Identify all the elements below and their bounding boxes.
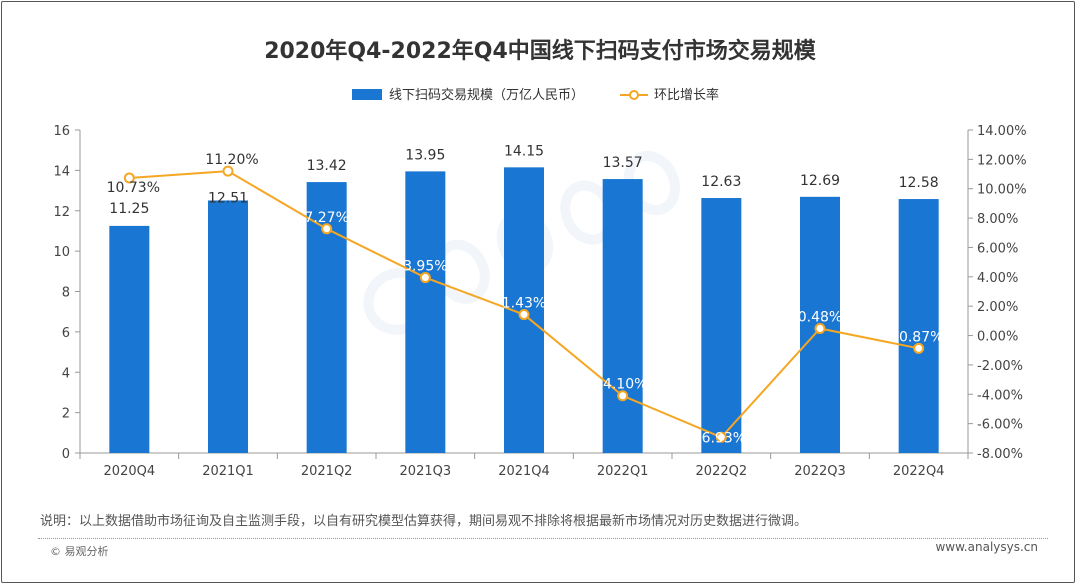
bar-value-label: 12.69 — [800, 173, 840, 189]
right-tick-label: 12.00% — [977, 153, 1027, 168]
growth-point — [321, 223, 333, 235]
x-tick-label: 2021Q1 — [202, 464, 254, 479]
legend-bar-swatch — [352, 89, 382, 100]
legend-bar-label: 线下扫码交易规模（万亿人民币） — [389, 87, 584, 103]
growth-value-label: 10.73% — [107, 180, 160, 196]
legend-line-label: 环比增长率 — [654, 87, 719, 103]
growth-point — [715, 431, 727, 443]
right-tick-label: 10.00% — [977, 183, 1027, 198]
right-tick-label: 2.00% — [977, 300, 1018, 315]
right-tick-label: 6.00% — [977, 241, 1018, 256]
bar-value-label: 12.58 — [899, 175, 939, 191]
bar-value-label: 13.57 — [603, 155, 643, 171]
chart-title: 2020年Q4-2022年Q4中国线下扫码支付市场交易规模 — [264, 38, 817, 64]
bar — [109, 225, 150, 453]
left-tick-label: 4 — [62, 366, 70, 381]
growth-point — [913, 342, 925, 354]
x-tick-label: 2020Q4 — [104, 464, 156, 479]
left-tick-label: 8 — [62, 286, 70, 301]
bar — [898, 199, 939, 453]
bar-value-label: 13.42 — [307, 158, 347, 174]
left-tick-label: 16 — [53, 124, 70, 139]
right-tick-label: 8.00% — [977, 212, 1018, 227]
right-tick-label: 0.00% — [977, 330, 1018, 345]
copyright: © 易观分析 — [50, 545, 109, 558]
growth-point — [814, 322, 826, 334]
legend-line-marker — [629, 90, 639, 100]
growth-point — [419, 272, 431, 284]
x-tick-label: 2022Q1 — [597, 464, 649, 479]
bar-value-label: 13.95 — [405, 147, 445, 163]
x-tick-label: 2021Q2 — [301, 464, 353, 479]
right-tick-label: -4.00% — [977, 388, 1023, 403]
footnote: 说明：以上数据借助市场征询及自主监测手段，以自有研究模型估算获得，期间易观不排除… — [40, 514, 808, 529]
right-tick-label: 4.00% — [977, 271, 1018, 286]
growth-value-label: 11.20% — [205, 152, 258, 168]
growth-value-label: 0.48% — [798, 309, 842, 325]
left-tick-label: 10 — [53, 245, 70, 260]
growth-value-label: -0.87% — [894, 329, 944, 345]
right-tick-label: -2.00% — [977, 359, 1023, 374]
left-tick-label: 2 — [62, 407, 70, 422]
bar — [405, 171, 446, 453]
right-tick-label: -6.00% — [977, 418, 1023, 433]
combo-chart: 2020年Q4-2022年Q4中国线下扫码支付市场交易规模线下扫码交易规模（万亿… — [53, 38, 1027, 479]
x-tick-label: 2022Q3 — [794, 464, 846, 479]
growth-point — [222, 165, 234, 177]
growth-value-label: -4.10% — [598, 377, 648, 393]
bar-value-label: 14.15 — [504, 143, 544, 159]
bar-value-label: 11.25 — [109, 201, 149, 217]
x-tick-label: 2022Q2 — [696, 464, 748, 479]
website-link[interactable]: www.analysys.cn — [935, 540, 1038, 554]
left-tick-label: 0 — [62, 447, 70, 462]
left-tick-label: 14 — [53, 164, 70, 179]
growth-point — [617, 390, 629, 402]
x-tick-label: 2021Q3 — [400, 464, 452, 479]
left-tick-label: 6 — [62, 326, 70, 341]
right-tick-label: -8.00% — [977, 447, 1023, 462]
bar — [602, 179, 643, 454]
bar — [701, 198, 742, 453]
growth-point — [123, 172, 135, 184]
left-tick-label: 12 — [53, 205, 70, 220]
growth-value-label: 3.95% — [403, 259, 447, 275]
growth-value-label: 1.43% — [502, 296, 546, 312]
bar-value-label: 12.51 — [208, 190, 248, 206]
growth-point — [518, 309, 530, 321]
growth-value-label: -6.93% — [697, 430, 747, 446]
x-tick-label: 2021Q4 — [498, 464, 550, 479]
divider — [38, 538, 1048, 539]
bar-value-label: 12.63 — [701, 174, 741, 190]
bar — [208, 200, 248, 453]
growth-value-label: 7.27% — [304, 210, 348, 226]
right-tick-label: 14.00% — [977, 124, 1027, 139]
x-tick-label: 2022Q4 — [893, 464, 945, 479]
